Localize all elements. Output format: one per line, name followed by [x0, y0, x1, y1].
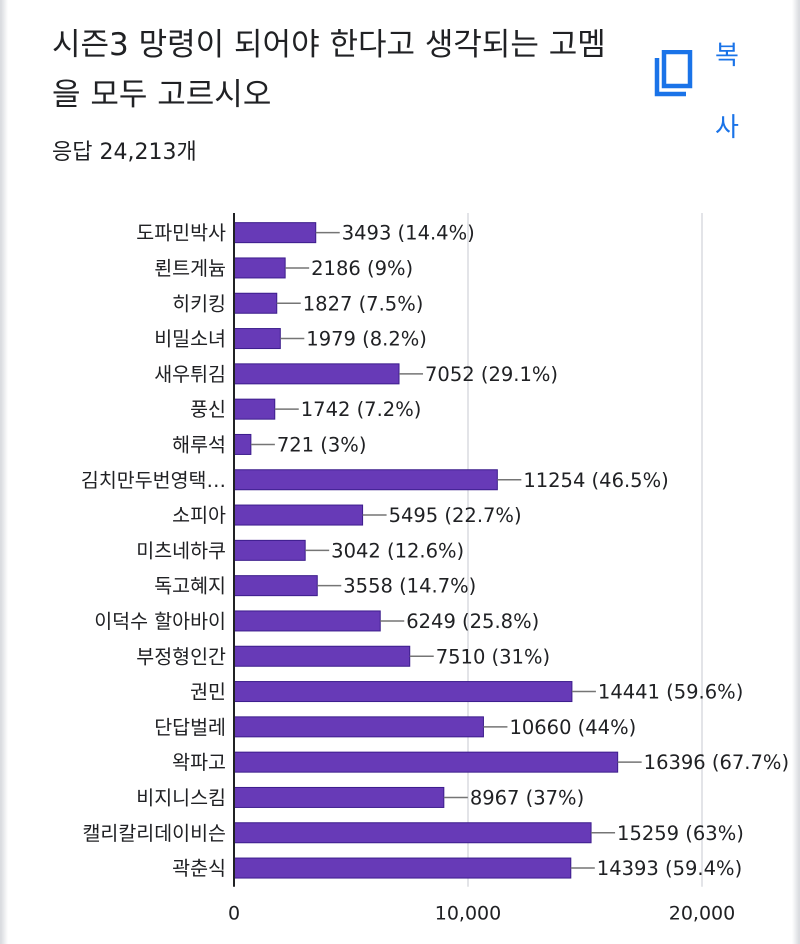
data-label: 7510 (31%) — [436, 645, 550, 668]
data-label: 14441 (59.6%) — [598, 681, 743, 704]
data-label: 15259 (63%) — [617, 822, 744, 845]
category-label: 뢴트게늄 — [154, 257, 226, 280]
bar — [233, 539, 306, 561]
bar — [233, 433, 252, 455]
bar — [233, 222, 317, 244]
bar — [233, 398, 276, 420]
data-label: 5495 (22.7%) — [389, 504, 522, 527]
category-label: 미츠네하쿠 — [136, 539, 226, 562]
data-label: 1827 (7.5%) — [303, 292, 424, 315]
data-label: 2186 (9%) — [311, 257, 413, 280]
bar-chart: 도파민박사 3493 (14.4%) 뢴트게늄 2186 (9%) 히키킹 1827 (7… — [81, 213, 789, 925]
category-label: 김치만두번영택… — [81, 469, 226, 492]
category-label: 새우튀김 — [154, 363, 226, 386]
category-label: 소피아 — [172, 504, 226, 527]
category-label: 독고혜지 — [154, 575, 226, 598]
data-label: 8967 (37%) — [470, 786, 584, 809]
category-label: 비밀소녀 — [154, 328, 226, 351]
bar — [233, 822, 592, 844]
data-label: 721 (3%) — [277, 433, 367, 456]
x-tick-label: 20,000 — [669, 903, 735, 925]
category-label: 풍신 — [190, 398, 226, 421]
grid-layer — [467, 213, 703, 887]
bar — [233, 363, 400, 385]
data-label: 1979 (8.2%) — [306, 328, 427, 351]
label-layer: 도파민박사 3493 (14.4%) 뢴트게늄 2186 (9%) 히키킹 1827 (7… — [81, 222, 789, 880]
data-label: 7052 (29.1%) — [425, 363, 558, 386]
bar — [233, 292, 278, 314]
category-label: 비지니스킴 — [136, 786, 226, 809]
category-label: 이덕수 할아바이 — [94, 610, 226, 633]
bar — [233, 645, 411, 667]
category-label: 곽춘식 — [172, 857, 226, 880]
bar — [233, 257, 286, 279]
response-count: 응답 24,213개 — [52, 140, 197, 165]
category-label: 권민 — [190, 681, 226, 704]
data-label: 1742 (7.2%) — [301, 398, 422, 421]
data-label: 10660 (44%) — [509, 716, 636, 739]
data-label: 14393 (59.4%) — [597, 857, 742, 880]
data-label: 3558 (14.7%) — [343, 575, 476, 598]
bar — [233, 857, 572, 879]
bar — [233, 504, 364, 526]
bar — [233, 610, 381, 632]
bar — [233, 751, 619, 773]
bar — [233, 681, 573, 703]
category-label: 해루석 — [172, 433, 226, 456]
axis-layer: 0 10,000 20,000 — [228, 213, 735, 925]
category-label: 왁파고 — [172, 751, 226, 774]
copy-button[interactable]: 복사 — [648, 20, 748, 143]
category-label: 도파민박사 — [136, 222, 226, 245]
copy-icon — [654, 50, 693, 97]
data-label: 11254 (46.5%) — [523, 469, 668, 492]
card-left-edge — [0, 0, 10, 944]
category-label: 캘리칼리데이비슨 — [82, 822, 226, 845]
copy-label: 복사 — [715, 41, 739, 143]
data-label: 3042 (12.6%) — [331, 539, 464, 562]
data-label: 3493 (14.4%) — [342, 222, 475, 245]
data-label: 16396 (67.7%) — [644, 751, 789, 774]
bar — [233, 328, 281, 350]
bar — [233, 786, 445, 808]
x-tick-label: 10,000 — [435, 903, 501, 925]
bar — [233, 575, 318, 597]
card-right-edge — [790, 0, 800, 944]
x-tick-label: 0 — [228, 903, 240, 925]
category-label: 부정형인간 — [136, 645, 226, 668]
category-label: 히키킹 — [172, 292, 226, 315]
question-title: 시즌3 망령이 되어야 한다고 생각되는 고멤을 모두 고르시오 — [52, 27, 606, 113]
data-label: 6249 (25.8%) — [406, 610, 539, 633]
bar — [233, 716, 484, 738]
bar — [233, 469, 498, 491]
category-label: 단답벌레 — [154, 716, 226, 739]
